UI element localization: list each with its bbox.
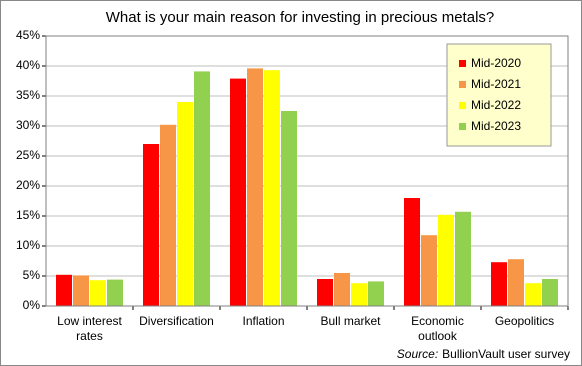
bar [491, 262, 507, 306]
y-tick-label: 35% [16, 88, 40, 102]
x-tick-label: Bull market [320, 314, 381, 328]
legend-swatch [459, 102, 466, 109]
source: Source: BullionVault user survey [397, 347, 570, 361]
y-tick-label: 20% [16, 178, 40, 192]
bar [542, 279, 558, 306]
x-tick-label-line: rates [76, 329, 103, 343]
bar [143, 144, 159, 306]
legend-swatch [459, 123, 466, 130]
y-tick-label: 0% [23, 298, 41, 312]
legend-label: Mid-2022 [471, 98, 521, 112]
y-tick-label: 45% [16, 28, 40, 42]
bar [508, 259, 524, 306]
x-tick-label: Inflation [242, 314, 284, 328]
x-tick-label: Economic outlook [411, 314, 464, 343]
y-tick-label: 25% [16, 148, 40, 162]
y-tick-label: 5% [23, 268, 41, 282]
x-tick-label: Geopolitics [495, 314, 554, 328]
bar [107, 279, 123, 306]
bar [525, 283, 541, 306]
legend-swatch [459, 60, 466, 67]
y-tick-label: 15% [16, 208, 40, 222]
bar [351, 283, 367, 306]
bar [438, 214, 454, 306]
x-tick-label-line: Economic [411, 314, 464, 328]
x-tick-label-line: outlook [418, 329, 458, 343]
bar [264, 70, 280, 306]
x-tick-label: Low interest rates [57, 314, 122, 343]
bar [455, 211, 471, 306]
bar [334, 273, 350, 306]
y-tick-label: 30% [16, 118, 40, 132]
x-tick-label: Diversification [139, 314, 214, 328]
bar [247, 68, 263, 307]
bar [281, 111, 297, 306]
legend-label: Mid-2021 [471, 77, 521, 91]
y-tick-label: 10% [16, 238, 40, 252]
bar [368, 281, 384, 306]
bar [56, 274, 72, 306]
bar [230, 78, 246, 306]
legend-swatch [459, 81, 466, 88]
source-text: BullionVault user survey [442, 347, 570, 361]
bar [194, 71, 210, 307]
plot-frame [45, 35, 569, 307]
bar [421, 235, 437, 306]
legend-label: Mid-2020 [471, 56, 521, 70]
bar [90, 280, 106, 306]
source-label: Source: [397, 347, 438, 361]
x-tick-label-line: Low interest [57, 314, 122, 328]
y-tick-label: 40% [16, 58, 40, 72]
legend-label: Mid-2023 [471, 119, 521, 133]
bar [177, 102, 193, 306]
bar [73, 275, 89, 306]
bar [160, 124, 176, 306]
bar [404, 198, 420, 306]
bar [317, 279, 333, 306]
chart-title: What is your main reason for investing i… [106, 9, 495, 26]
